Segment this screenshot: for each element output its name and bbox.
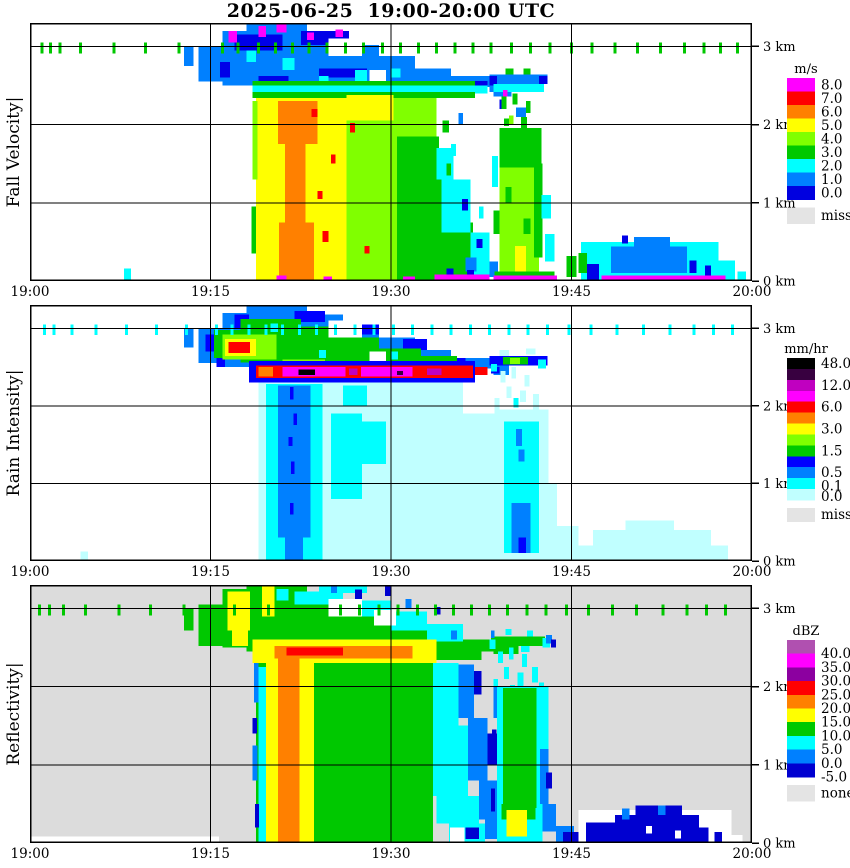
x-tick-label: 19:30 xyxy=(372,846,411,862)
legend-tick-label: 3.0 xyxy=(821,145,842,161)
legend-tick-label: 0.5 xyxy=(821,465,842,481)
legend-tick-label: 12.0 xyxy=(821,378,850,394)
legend-tick-label: 15.0 xyxy=(821,715,850,731)
x-tick-label: 19:15 xyxy=(191,564,230,580)
legend-swatch xyxy=(787,412,815,425)
legend-swatch xyxy=(787,401,815,414)
x-tick-label: 19:45 xyxy=(552,846,591,862)
legend-swatch xyxy=(787,434,815,446)
legend-fall-velocity: m/s 8.07.06.05.04.03.02.01.00.0 miss xyxy=(787,62,850,224)
x-tick-label: 19:15 xyxy=(191,284,230,300)
y-tick-label: 0 km xyxy=(763,275,796,290)
legend-unit-label: dBZ xyxy=(793,624,820,639)
legend-tick-label: 4.0 xyxy=(821,131,842,147)
legend-tick-label: 5.0 xyxy=(821,118,842,134)
legend-tick-label: 2.0 xyxy=(821,158,842,174)
legend-nodata-swatch xyxy=(787,507,815,522)
x-tick-label: 19:30 xyxy=(372,564,411,580)
y-tick-label: 0 km xyxy=(763,555,796,570)
legend-swatch xyxy=(787,368,815,381)
legend-tick-label: 0.0 xyxy=(821,756,842,772)
legend-reflectivity: dBZ40.035.030.025.020.015.010.05.00.0-5.… xyxy=(787,624,850,802)
legend-nodata-label: none xyxy=(821,785,850,801)
legend-swatch xyxy=(787,722,815,737)
legend-tick-label: 3.0 xyxy=(821,421,842,437)
legend-tick-label: 30.0 xyxy=(821,674,850,690)
legend-tick-label: 1.0 xyxy=(821,172,842,188)
legend-swatch xyxy=(787,653,815,668)
legend-tick-label: 48.0 xyxy=(821,356,850,372)
legend-swatch xyxy=(787,708,815,723)
legend-swatch xyxy=(787,694,815,709)
legend-tick-label: 0.0 xyxy=(821,489,842,505)
legend-swatch xyxy=(787,379,815,392)
legend-tick-label: 1.5 xyxy=(821,443,842,459)
legend-swatch xyxy=(787,145,815,160)
legend-swatch xyxy=(787,172,815,187)
legend-swatch xyxy=(787,489,815,501)
legend-tick-label: 40.0 xyxy=(821,646,850,662)
legend-swatch xyxy=(787,159,815,173)
legend-tick-label: 6.0 xyxy=(821,104,842,120)
x-tick-label: 19:00 xyxy=(11,846,50,862)
legend-tick-label: 10.0 xyxy=(821,728,850,744)
legend-swatch xyxy=(787,478,815,490)
legend-tick-label: 7.0 xyxy=(821,91,842,107)
y-tick-label: 0 km xyxy=(763,837,796,852)
legend-tick-label: 35.0 xyxy=(821,660,850,676)
legend-nodata-label: miss xyxy=(821,507,850,523)
x-tick-label: 19:45 xyxy=(552,284,591,300)
x-tick-label: 20:00 xyxy=(733,284,772,300)
x-tick-label: 20:00 xyxy=(733,846,772,862)
legend-nodata-label: miss xyxy=(821,208,850,224)
x-tick-label: 19:00 xyxy=(11,284,50,300)
legend-swatch xyxy=(787,467,815,479)
legend-tick-label: 25.0 xyxy=(821,687,850,703)
legend-swatch xyxy=(787,358,815,370)
legend-swatch xyxy=(787,132,815,146)
legend-unit-label: mm/hr xyxy=(784,342,828,357)
y-tick-label: 3 km xyxy=(763,40,796,55)
x-tick-label: 19:00 xyxy=(11,564,50,580)
legend-swatch xyxy=(787,118,815,133)
legend-tick-label: 8.0 xyxy=(821,77,842,93)
legend-swatch xyxy=(787,681,815,696)
x-tick-label: 19:45 xyxy=(552,564,591,580)
figure-title: 2025-06-25 19:00-20:00 UTC xyxy=(226,0,556,22)
x-tick-label: 20:00 xyxy=(733,564,772,580)
legend-tick-label: 0.1 xyxy=(821,478,842,494)
legend-swatch xyxy=(787,445,815,457)
legend-swatch xyxy=(787,640,815,655)
legend-tick-label: 6.0 xyxy=(821,400,842,416)
legend-tick-label: 5.0 xyxy=(821,742,842,758)
legend-swatch xyxy=(787,390,815,403)
legend-swatch xyxy=(787,78,815,92)
legend-swatch xyxy=(787,735,815,751)
legend-unit-label: m/s xyxy=(794,62,817,77)
legend-swatch xyxy=(787,186,815,200)
legend-swatch xyxy=(787,763,815,778)
legend-nodata-swatch xyxy=(787,207,815,224)
y-tick-label: 3 km xyxy=(763,602,796,617)
legend-swatch xyxy=(787,667,815,682)
legend-tick-label: 20.0 xyxy=(821,701,850,717)
legend-tick-label: -5.0 xyxy=(821,770,847,786)
legend-swatch xyxy=(787,423,815,435)
legend-swatch xyxy=(787,749,815,764)
legend-nodata-swatch xyxy=(787,785,815,802)
legend-swatch xyxy=(787,91,815,106)
x-tick-label: 19:15 xyxy=(191,846,230,862)
x-tick-label: 19:30 xyxy=(372,284,411,300)
legend-swatch xyxy=(787,456,815,468)
legend-swatch xyxy=(787,105,815,119)
y-tick-label: 3 km xyxy=(763,322,796,337)
legend-tick-label: 0.0 xyxy=(821,185,842,201)
